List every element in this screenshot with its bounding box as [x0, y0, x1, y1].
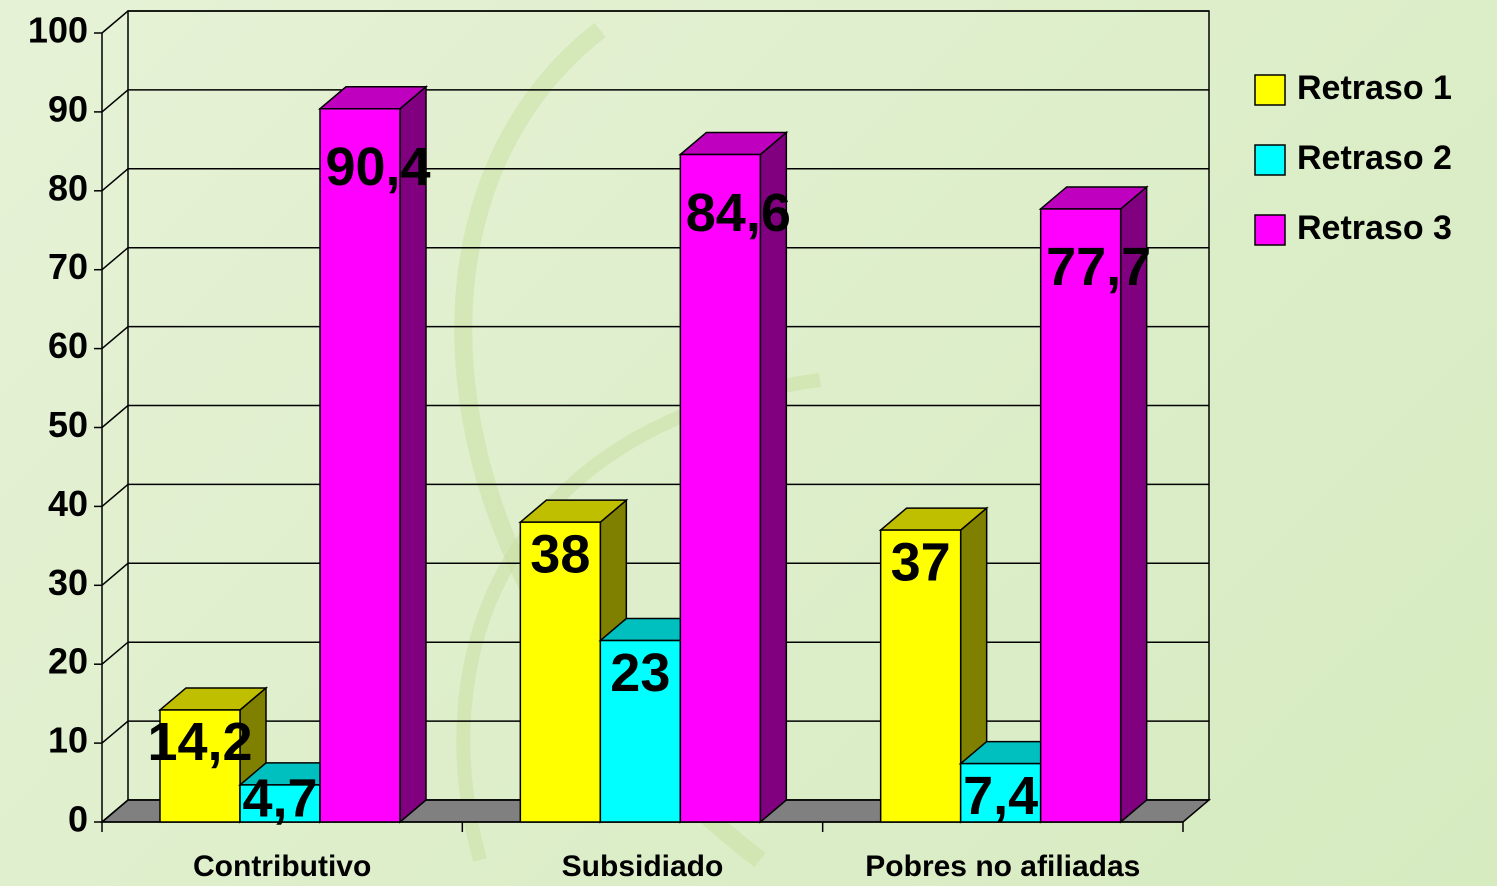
data-label: 37 [891, 532, 951, 592]
y-tick-label: 70 [48, 246, 88, 287]
y-tick-label: 30 [48, 562, 88, 603]
data-label: 14,2 [147, 712, 252, 772]
legend-label: Retraso 2 [1297, 139, 1452, 177]
bar-side [399, 85, 427, 824]
data-label: 7,4 [963, 766, 1038, 826]
bar-front [879, 529, 962, 823]
data-label: 23 [610, 643, 670, 703]
legend-swatch [1254, 144, 1286, 176]
data-label: 4,7 [242, 768, 317, 828]
y-tick-label: 0 [68, 799, 88, 840]
grid-line [101, 246, 1209, 271]
y-tick-label: 90 [48, 88, 88, 129]
bar-front [159, 709, 241, 823]
legend-swatch [1254, 74, 1286, 106]
y-tick-label: 80 [48, 167, 88, 208]
bar-front [599, 639, 682, 823]
legend-swatch [1254, 214, 1286, 246]
bar-front [1039, 208, 1122, 823]
grid-line [101, 404, 1209, 429]
grid-line [101, 483, 1209, 507]
legend-label: Retraso 1 [1297, 69, 1452, 107]
bar [317, 85, 429, 824]
y-tick-label: 60 [48, 325, 88, 366]
grid-line [101, 89, 1209, 113]
y-tick-label: 50 [48, 404, 88, 445]
grid-line [101, 562, 1209, 586]
bar-front [679, 153, 762, 823]
legend-label: Retraso 3 [1297, 209, 1452, 247]
bar [678, 130, 789, 824]
y-tick-label: 40 [48, 483, 88, 524]
x-tick-label: Subsidiado [562, 850, 724, 883]
x-tick-label: Contributivo [193, 850, 371, 883]
x-tick-label: Pobres no afiliadas [865, 850, 1140, 883]
y-tick-label: 10 [48, 720, 88, 761]
y-tick-label: 20 [48, 641, 88, 682]
grid-line [101, 720, 1209, 744]
grid-line [101, 641, 1209, 665]
data-label: 38 [530, 524, 590, 584]
grid-line [101, 325, 1209, 350]
data-label: 84,6 [686, 183, 791, 243]
bar-front [319, 107, 401, 823]
bar [878, 506, 989, 824]
data-label: 77,7 [1046, 237, 1151, 297]
grid-line [101, 168, 1209, 192]
y-tick-label: 100 [28, 10, 88, 51]
data-label: 90,4 [325, 137, 430, 197]
bar [1038, 185, 1149, 824]
grid-line [101, 10, 1209, 34]
grid-line [101, 799, 1209, 823]
